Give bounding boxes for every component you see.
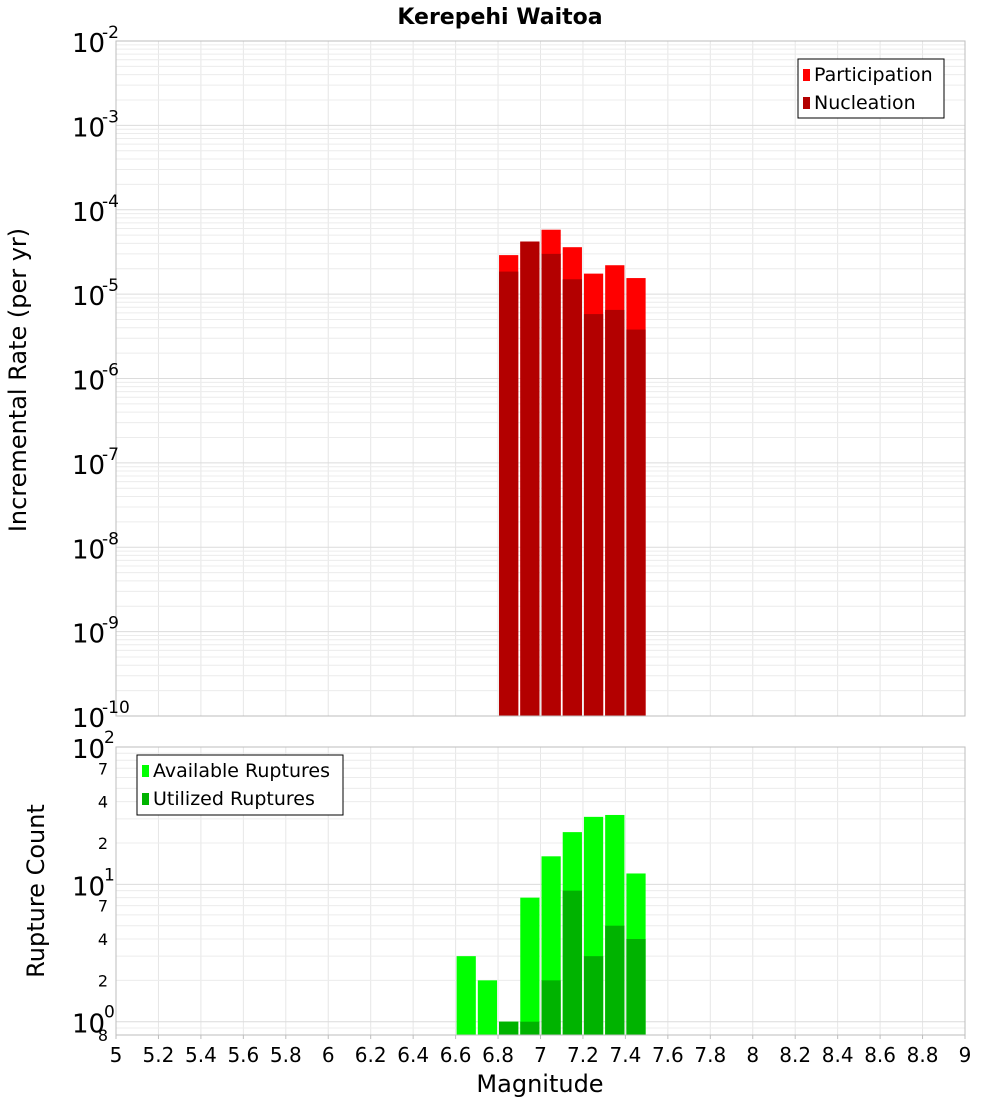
rate-grid [115, 41, 966, 717]
rate-legend-label: Participation [814, 64, 933, 86]
rate-y-tick-exponent: -4 [102, 192, 119, 212]
x-tick-label: 8.6 [864, 1043, 896, 1067]
rate-y-axis-label: Incremental Rate (per yr) [4, 228, 32, 532]
x-tick-label: 9 [959, 1043, 972, 1067]
x-tick-label: 5.2 [143, 1043, 175, 1067]
count-bar-utilized-ruptures [605, 925, 625, 1035]
x-tick-label: 6.8 [482, 1043, 514, 1067]
count-legend: Available Ruptures Utilized Ruptures [136, 754, 344, 816]
count-bar-utilized-ruptures [562, 890, 582, 1035]
x-tick-label: 7.2 [567, 1043, 599, 1067]
count-y-minor-tick: 4 [98, 793, 108, 812]
count-y-minor-tick: 7 [98, 759, 108, 778]
rate-legend-label: Nucleation [814, 92, 916, 114]
count-bar-available-ruptures [520, 897, 540, 1035]
x-tick-label: 8.4 [822, 1043, 854, 1067]
rate-bar-nucleation [605, 309, 625, 716]
rate-y-tick-exponent: -3 [102, 107, 119, 127]
x-tick-label: 6 [322, 1043, 335, 1067]
x-tick-label: 5.8 [270, 1043, 302, 1067]
count-y-tick-exponent: 2 [104, 728, 115, 748]
count-bar-available-ruptures [477, 980, 498, 1035]
rate-bar-nucleation [626, 329, 646, 716]
count-bar-utilized-ruptures [541, 980, 561, 1035]
rate-bar-nucleation [520, 241, 540, 717]
count-bar-available-ruptures [456, 956, 476, 1035]
count-y-minor-tick: 7 [98, 897, 108, 916]
count-legend-label: Available Ruptures [153, 760, 330, 782]
count-legend-label: Utilized Ruptures [153, 788, 315, 810]
count-y-minor-tick: 2 [98, 971, 108, 990]
rate-y-tick-base: 10 [72, 535, 105, 565]
x-tick-label: 5.4 [185, 1043, 217, 1067]
x-ticks: 5 5.2 5.4 5.6 5.8 6 6.2 6.4 6.6 6.8 7 7.2 7.4 7.6 7.8 8… [110, 1035, 972, 1067]
rate-y-tick-exponent: -7 [102, 445, 119, 465]
count-y-tick-base: 10 [72, 735, 105, 765]
count-y-tick-exponent: 0 [104, 1003, 115, 1023]
x-axis-label: Magnitude [476, 1070, 603, 1098]
count-y-minor-tick: 4 [98, 930, 108, 949]
count-y-axis-label: Rupture Count [22, 804, 50, 978]
count-bar-utilized-ruptures [626, 939, 646, 1035]
rate-plot-frame [115, 40, 966, 717]
count-bars [456, 814, 646, 1035]
rate-y-tick-base: 10 [72, 451, 105, 481]
x-tick-label: 6.6 [440, 1043, 472, 1067]
x-tick-label: 7.6 [652, 1043, 684, 1067]
count-y-minor-tick: 2 [98, 834, 108, 853]
count-y-tick-base: 10 [72, 1010, 105, 1040]
x-tick-label: 7 [534, 1043, 547, 1067]
rate-y-tick-base: 10 [72, 282, 105, 312]
rate-bar-nucleation [541, 253, 561, 716]
count-legend-box [136, 754, 344, 816]
x-tick-label: 6.4 [397, 1043, 429, 1067]
rate-y-tick-base: 10 [72, 620, 105, 650]
rate-y-tick-base: 10 [72, 198, 105, 228]
rate-y-tick-exponent: -2 [102, 23, 119, 43]
rate-y-tick-exponent: -9 [102, 614, 119, 634]
count-bar-utilized-ruptures [583, 956, 604, 1035]
count-y-tick-base: 10 [72, 872, 105, 902]
x-tick-label: 6.2 [355, 1043, 387, 1067]
rate-bar-nucleation [562, 279, 582, 716]
x-tick-label: 8.8 [907, 1043, 939, 1067]
rate-y-tick-exponent: -5 [102, 276, 119, 296]
x-tick-label: 7.4 [609, 1043, 641, 1067]
x-tick-label: 5.6 [227, 1043, 259, 1067]
rate-legend-box [797, 58, 945, 119]
count-bar-utilized-ruptures [520, 1021, 540, 1035]
rate-legend: Participation Nucleation [797, 58, 945, 119]
count-legend-swatch [142, 765, 149, 777]
rate-bar-nucleation [499, 271, 519, 716]
rate-y-tick-base: 10 [72, 704, 105, 734]
count-bar-utilized-ruptures [499, 1021, 519, 1035]
rate-y-tick-exponent: -8 [102, 529, 119, 549]
rate-y-tick-base: 10 [72, 113, 105, 143]
x-tick-label: 8 [746, 1043, 759, 1067]
rate-y-tick-base: 10 [72, 367, 105, 397]
chart-title: Kerepehi Waitoa [397, 5, 602, 30]
x-tick-label: 8.2 [779, 1043, 811, 1067]
rate-y-tick-exponent: -10 [102, 698, 130, 718]
rate-legend-swatch [803, 97, 810, 109]
x-tick-label: 5 [110, 1043, 123, 1067]
rate-bar-nucleation [583, 314, 604, 716]
x-tick-label: 7.8 [694, 1043, 726, 1067]
rate-y-tick-base: 10 [72, 29, 105, 59]
rate-y-tick-exponent: -6 [102, 361, 119, 381]
count-y-tick-exponent: 1 [104, 865, 115, 885]
rate-legend-swatch [803, 69, 810, 81]
count-legend-swatch [142, 793, 149, 805]
rate-bars [499, 229, 646, 717]
count-y-minor-tick: 8 [98, 1026, 108, 1045]
